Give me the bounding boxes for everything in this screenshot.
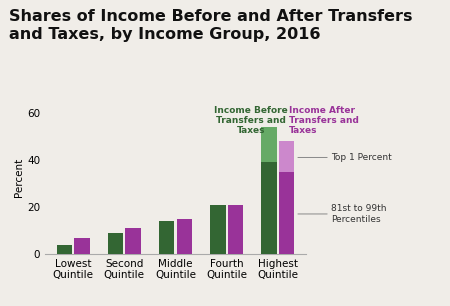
Bar (228, 204, 243, 254)
Bar (108, 233, 123, 254)
Text: Top 1 Percent: Top 1 Percent (332, 153, 392, 162)
Text: 81st to 99th
Percentiles: 81st to 99th Percentiles (332, 204, 387, 224)
Bar (279, 141, 294, 172)
Bar (74, 237, 90, 254)
Bar (279, 172, 294, 254)
Bar (261, 162, 277, 254)
Text: Income Before
Transfers and
Taxes: Income Before Transfers and Taxes (214, 106, 288, 136)
Bar (57, 244, 72, 254)
Bar (210, 204, 225, 254)
Bar (159, 221, 175, 254)
Y-axis label: Percent: Percent (14, 158, 24, 197)
Text: Income After
Transfers and
Taxes: Income After Transfers and Taxes (289, 106, 359, 136)
Text: Shares of Income Before and After Transfers
and Taxes, by Income Group, 2016: Shares of Income Before and After Transf… (9, 9, 413, 42)
Bar (261, 127, 277, 162)
Bar (126, 228, 141, 254)
Bar (176, 219, 192, 254)
